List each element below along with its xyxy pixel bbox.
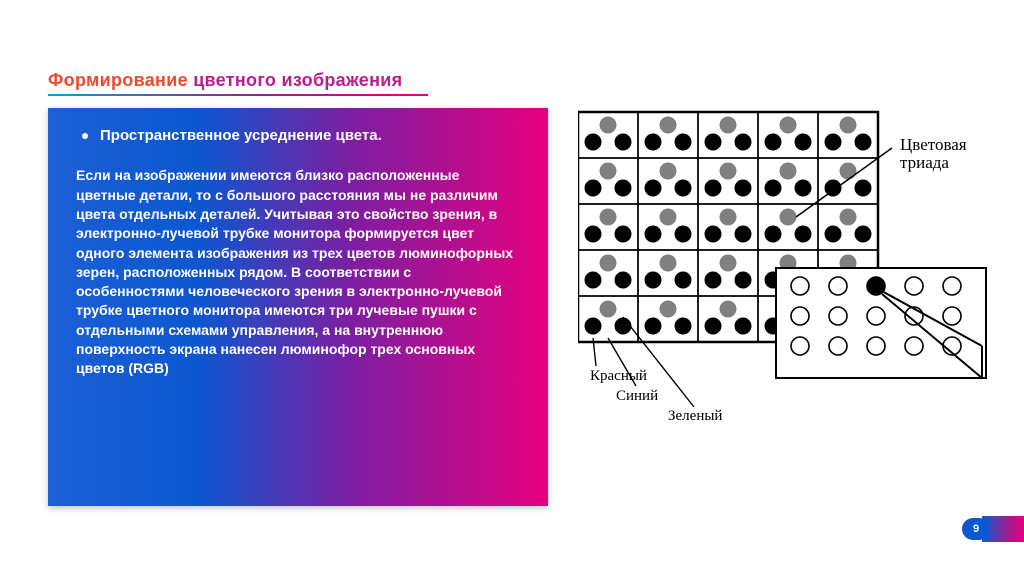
svg-text:триада: триада: [900, 153, 949, 172]
svg-text:Цветовая: Цветовая: [900, 135, 967, 154]
title-underline: [48, 94, 428, 96]
page-number: 9: [962, 518, 990, 540]
slide-title: Формирование цветного изображения: [48, 70, 402, 91]
bullet-text: Пространственное усреднение цвета.: [100, 126, 382, 146]
presentation-slide: Формирование цветного изображения Простр…: [0, 0, 1024, 576]
phosphor-triad-diagram: Цветоваятриада Красный Синий Зеленый: [578, 108, 998, 438]
svg-text:Красный: Красный: [590, 368, 647, 384]
bullet-dot-icon: [82, 133, 88, 139]
title-part-1: Формирование: [48, 70, 193, 90]
title-part-2: цветного изображения: [193, 70, 402, 90]
diagram-svg: Цветоваятриада Красный Синий Зеленый: [578, 108, 998, 438]
svg-text:Синий: Синий: [616, 388, 658, 404]
svg-text:Зеленый: Зеленый: [668, 408, 722, 424]
body-text: Если на изображении имеются близко распо…: [76, 166, 520, 378]
bullet-row: Пространственное усреднение цвета.: [76, 126, 520, 146]
content-panel: Пространственное усреднение цвета. Если …: [48, 108, 548, 506]
